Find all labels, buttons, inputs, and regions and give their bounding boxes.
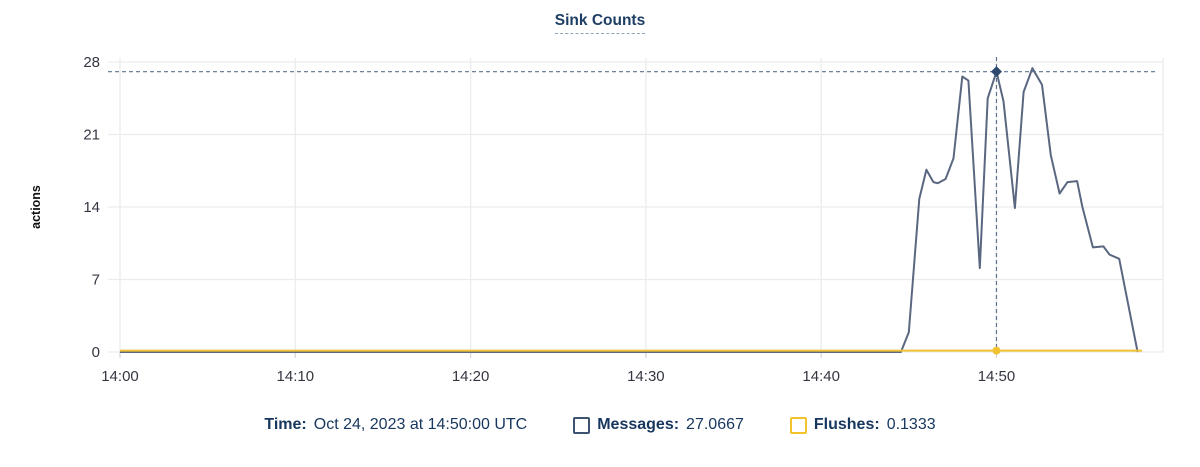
- hover-tooltip-bar: Time: Oct 24, 2023 at 14:50:00 UTC Messa…: [0, 416, 1200, 434]
- y-tick-label: 21: [83, 127, 100, 144]
- x-tick-label: 14:40: [802, 368, 840, 385]
- x-tick-label: 14:30: [627, 368, 665, 385]
- y-tick-label: 28: [83, 54, 100, 71]
- y-tick-label: 14: [83, 199, 100, 216]
- messages-label: Messages:: [597, 416, 680, 433]
- chart-title[interactable]: Sink Counts: [554, 12, 646, 34]
- sink-counts-line-chart[interactable]: 0 7 14 21 28 14:00 14:10 14:20 14:30 14:40 14:50 ac…: [0, 0, 1200, 400]
- flushes-value: 0.1333: [886, 416, 936, 433]
- legend-item-flushes[interactable]: Flushes: 0.1333: [789, 416, 936, 434]
- legend-item-messages[interactable]: Messages: 27.0667: [573, 416, 744, 434]
- messages-hover-marker-diamond: [990, 66, 1002, 78]
- tooltip-time: Time: Oct 24, 2023 at 14:50:00 UTC: [264, 416, 527, 434]
- tooltip-time-label: Time:: [264, 416, 307, 433]
- flushes-label: Flushes:: [813, 416, 880, 433]
- y-axis-label: actions: [29, 185, 43, 229]
- flushes-hover-marker-dot: [992, 346, 1001, 355]
- x-tick-label: 14:00: [101, 368, 139, 385]
- messages-swatch-icon: [573, 416, 591, 434]
- chart-header: Sink Counts: [0, 12, 1200, 34]
- messages-value: 27.0667: [686, 416, 744, 433]
- x-tick-label: 14:50: [978, 368, 1016, 385]
- y-tick-label: 0: [92, 344, 100, 361]
- messages-line-series: [120, 67, 1139, 353]
- x-tick-label: 14:10: [277, 368, 315, 385]
- x-tick-label: 14:20: [452, 368, 490, 385]
- tooltip-time-value: Oct 24, 2023 at 14:50:00 UTC: [313, 416, 528, 433]
- y-tick-label: 7: [92, 272, 100, 289]
- flushes-swatch-icon: [789, 416, 807, 434]
